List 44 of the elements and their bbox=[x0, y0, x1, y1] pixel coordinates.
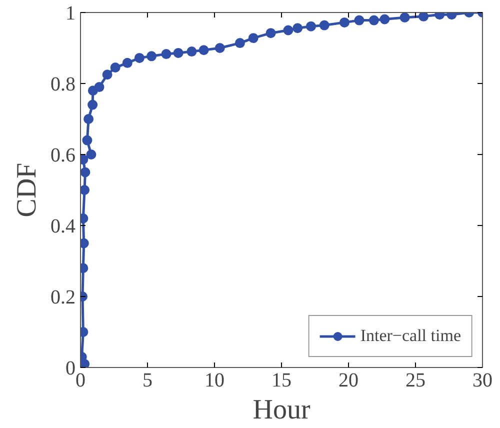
point bbox=[292, 23, 303, 34]
y-tick-label: 0.2 bbox=[50, 286, 76, 308]
point bbox=[418, 12, 429, 22]
point bbox=[122, 58, 132, 68]
y-tick-label: 0.4 bbox=[50, 216, 76, 238]
point bbox=[234, 38, 245, 48]
x-tick-label: 25 bbox=[406, 370, 426, 392]
x-tick-label: 5 bbox=[142, 370, 152, 392]
y-tick-label: 1 bbox=[66, 2, 76, 24]
point bbox=[80, 185, 90, 195]
point bbox=[88, 100, 98, 110]
x-tick-label: 30 bbox=[472, 370, 492, 392]
point bbox=[400, 12, 410, 22]
point bbox=[173, 48, 184, 58]
point bbox=[186, 46, 197, 57]
y-axis-title: CDF bbox=[12, 162, 42, 218]
point bbox=[198, 45, 209, 56]
point bbox=[368, 15, 379, 26]
point bbox=[266, 28, 276, 38]
y-tick-label: 0.6 bbox=[50, 144, 76, 166]
x-tick-label: 10 bbox=[204, 370, 224, 392]
point bbox=[161, 49, 172, 60]
point bbox=[134, 52, 144, 63]
point bbox=[110, 62, 120, 73]
point bbox=[354, 15, 364, 26]
point bbox=[82, 135, 92, 146]
point bbox=[306, 21, 316, 32]
point bbox=[339, 17, 350, 28]
point bbox=[80, 167, 90, 178]
x-axis-title: Hour bbox=[252, 394, 311, 426]
point bbox=[146, 51, 157, 62]
y-tick-label: 0.8 bbox=[50, 74, 76, 96]
point bbox=[283, 25, 294, 36]
point bbox=[86, 150, 96, 160]
point bbox=[84, 114, 94, 124]
x-tick-label: 15 bbox=[272, 370, 292, 392]
point bbox=[319, 20, 330, 30]
legend-label: Inter−call time bbox=[360, 326, 461, 346]
point bbox=[248, 33, 258, 44]
x-tick-label: 20 bbox=[338, 370, 358, 392]
point bbox=[380, 14, 390, 24]
point bbox=[214, 43, 225, 53]
point bbox=[102, 70, 112, 80]
point bbox=[94, 82, 104, 92]
